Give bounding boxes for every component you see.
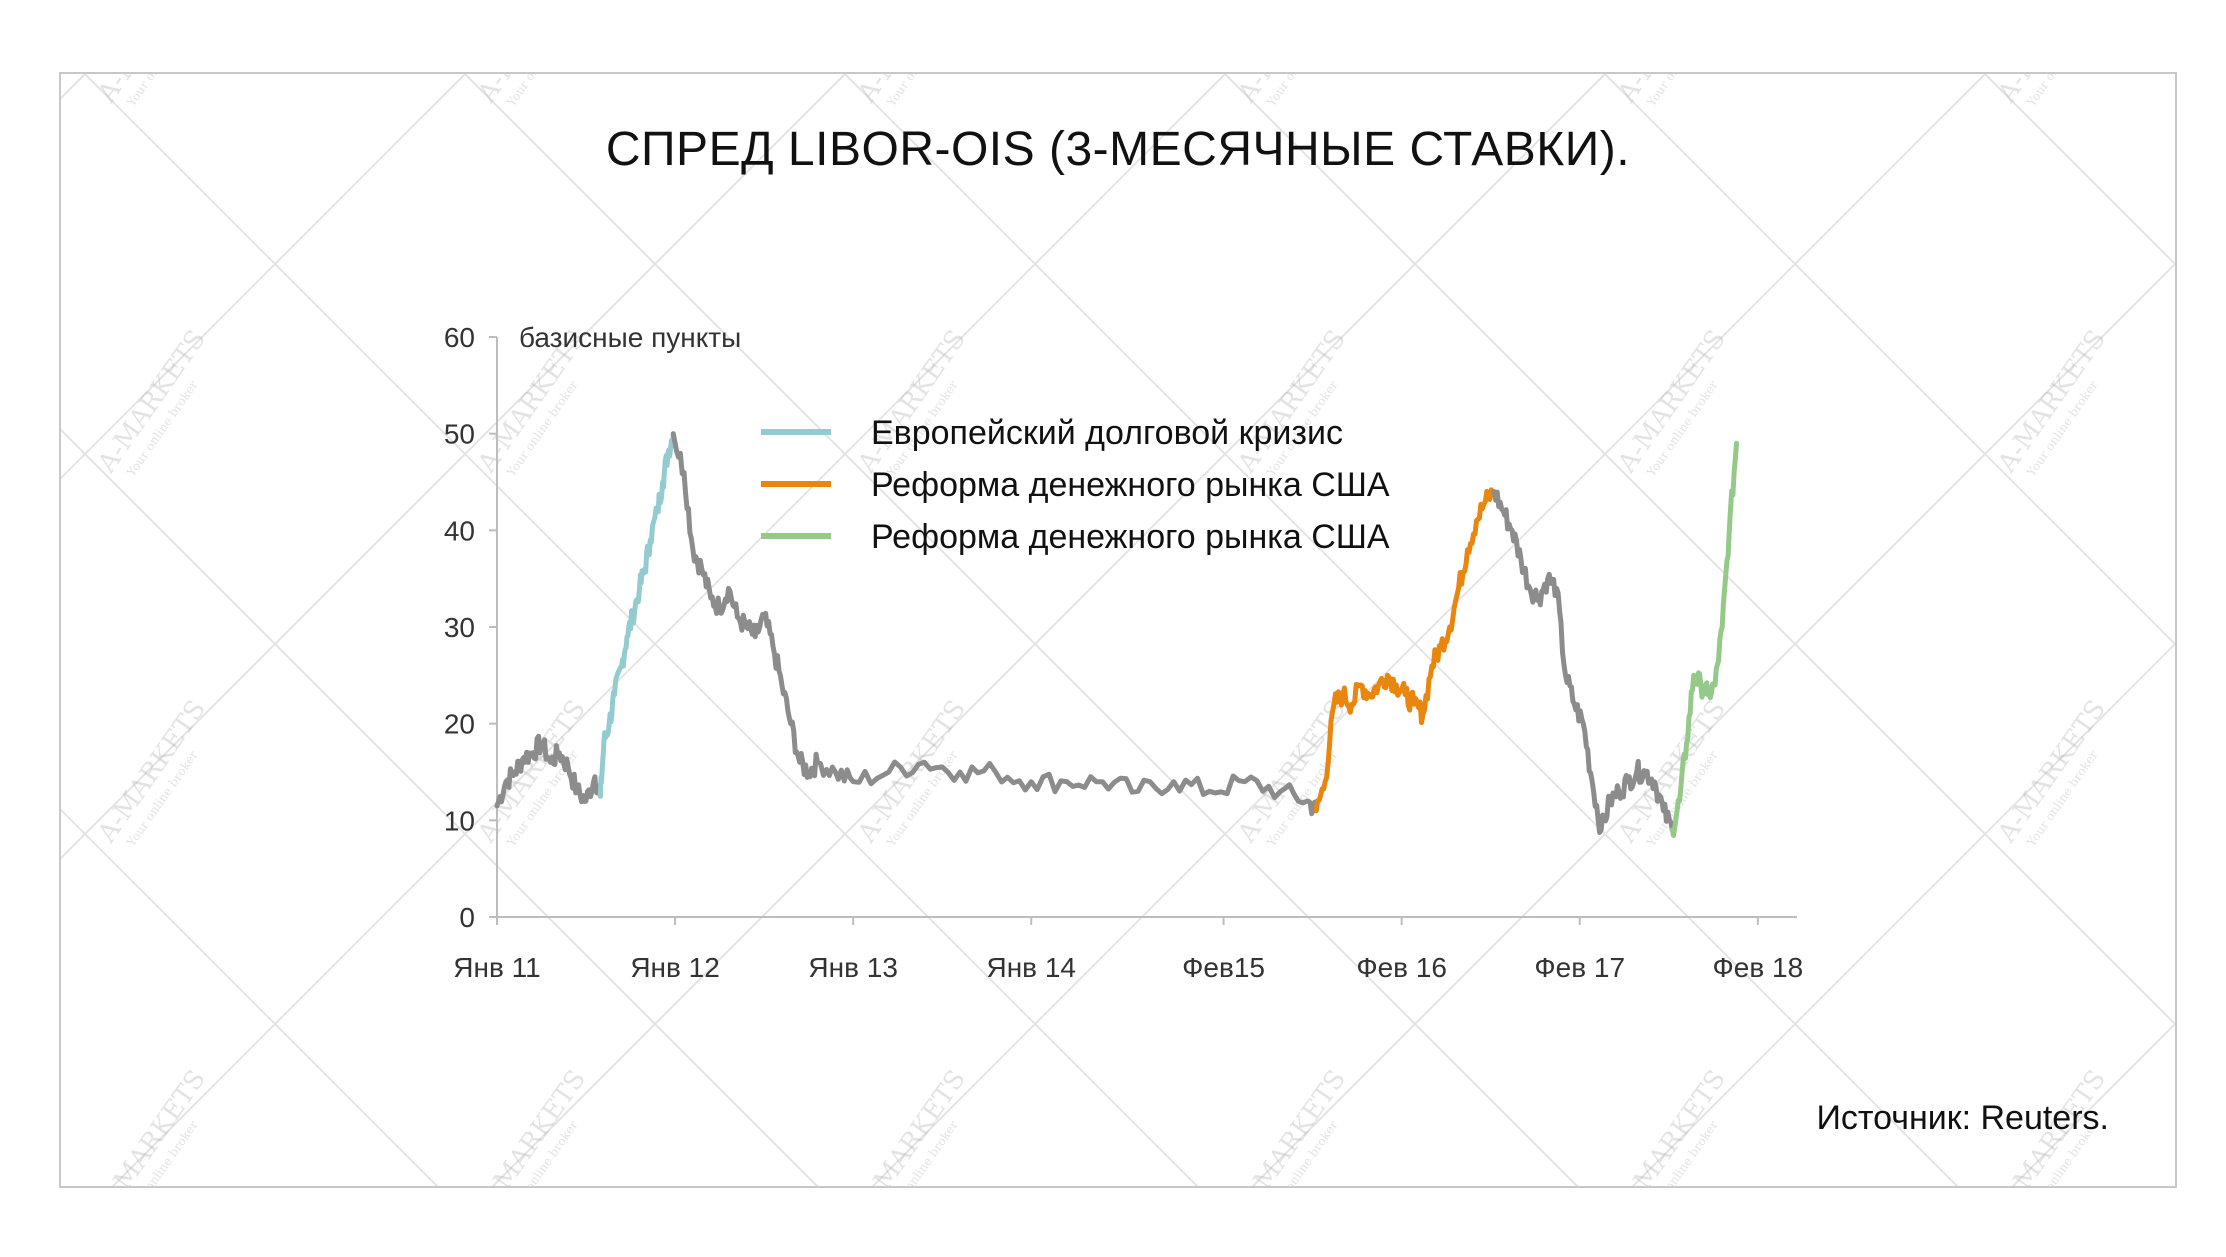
watermark-line [844, 74, 1959, 1186]
watermark-line [111, 74, 1226, 1186]
watermark-line [491, 74, 1606, 1186]
watermark-line [1631, 642, 2175, 1186]
series-line-3 [1313, 487, 1497, 814]
watermark-line [1604, 74, 2175, 646]
chart-title: СПРЕД LIBOR-OIS (3-МЕСЯЧНЫЕ СТАВКИ). [605, 123, 1631, 176]
series-line-5 [1669, 440, 1739, 838]
x-tick-label: Фев 18 [1712, 952, 1803, 983]
series-line-0 [494, 733, 603, 809]
source-note: Источник: Reuters. [1816, 1099, 2109, 1137]
y-axis-unit-label: базисные пункты [519, 322, 741, 353]
y-tick-label: 50 [444, 419, 475, 450]
y-tick-label: 40 [444, 515, 475, 546]
watermark-line [1984, 74, 2175, 266]
watermark-line [1251, 262, 2175, 1186]
y-tick-label: 10 [444, 805, 475, 836]
x-tick-label: Фев 16 [1356, 952, 1447, 983]
series-line-1 [597, 431, 676, 799]
y-tick-label: 0 [459, 902, 475, 933]
legend-label: Европейский долговой кризис [871, 414, 1343, 452]
watermark-line [61, 74, 466, 480]
x-tick-label: Фев 17 [1534, 952, 1625, 983]
x-tick-label: Янв 13 [808, 952, 897, 983]
y-tick-label: 20 [444, 709, 475, 740]
x-tick-label: Фев15 [1182, 952, 1265, 983]
legend-label: Реформа денежного рынка США [871, 466, 1390, 504]
line-chart: 0 10 20 30 40 50 60 базисные пункты Янв 11 Янв 12… [444, 322, 1803, 983]
watermark-line [84, 74, 1199, 1186]
y-tick-label: 60 [444, 322, 475, 353]
x-tick-label: Янв 12 [630, 952, 719, 983]
y-tick-label: 30 [444, 612, 475, 643]
x-tick-label: Янв 11 [453, 952, 540, 983]
watermark-line [1224, 74, 2175, 1026]
watermark-line [61, 428, 819, 1186]
watermark-line [464, 74, 1579, 1186]
series-line-4 [1491, 489, 1675, 835]
series-line-2 [670, 431, 1319, 817]
watermark-line [61, 808, 439, 1186]
legend-label: Реформа денежного рынка США [871, 518, 1390, 556]
watermark-line [61, 74, 846, 860]
chart-frame: A-MARKETS Your online broker A-MARKETS Your… [59, 72, 2177, 1188]
x-tick-label: Янв 14 [987, 952, 1076, 983]
watermark-line [871, 74, 1986, 1186]
